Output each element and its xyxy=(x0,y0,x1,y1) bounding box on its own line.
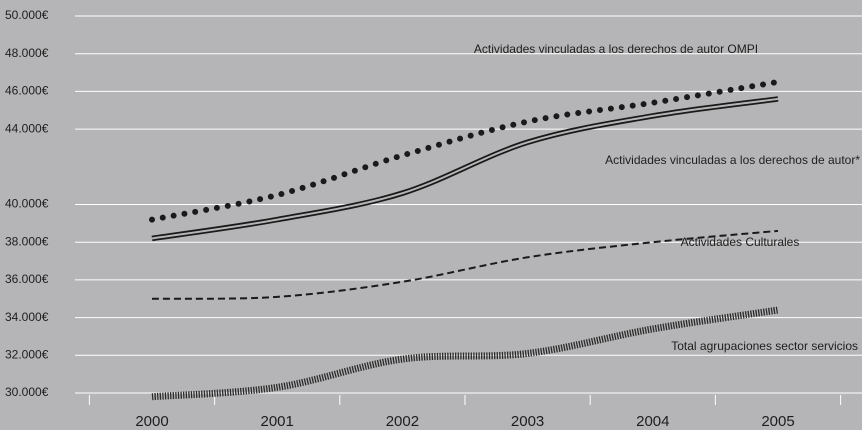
y-tick-label: 44.000€ xyxy=(5,121,49,135)
series-label: Total agrupaciones sector servicios xyxy=(671,339,858,353)
y-tick-label: 30.000€ xyxy=(5,385,49,399)
x-tick-label: 2000 xyxy=(135,413,168,430)
y-tick-label: 32.000€ xyxy=(5,347,49,361)
y-tick-label: 50.000€ xyxy=(5,8,49,22)
series-line xyxy=(151,306,779,401)
y-tick-label: 48.000€ xyxy=(5,46,49,60)
series-line xyxy=(149,78,781,223)
x-tick-label: 2005 xyxy=(761,413,794,430)
y-tick-label: 34.000€ xyxy=(5,310,49,324)
y-tick-label: 36.000€ xyxy=(5,272,49,286)
series-label: Actividades vinculadas a los derechos de… xyxy=(605,153,860,167)
y-tick-label: 38.000€ xyxy=(5,234,49,248)
series-label: Actividades vinculadas a los derechos de… xyxy=(473,42,759,56)
y-tick-label: 46.000€ xyxy=(5,84,49,98)
series-label: Actividades Culturales xyxy=(681,235,800,249)
x-tick-label: 2003 xyxy=(511,413,544,430)
x-tick-label: 2001 xyxy=(261,413,294,430)
series-line xyxy=(151,229,779,300)
y-tick-label: 40.000€ xyxy=(5,197,49,211)
x-tick-label: 2002 xyxy=(386,413,419,430)
x-tick-label: 2004 xyxy=(636,413,669,430)
line-inner xyxy=(151,97,779,240)
